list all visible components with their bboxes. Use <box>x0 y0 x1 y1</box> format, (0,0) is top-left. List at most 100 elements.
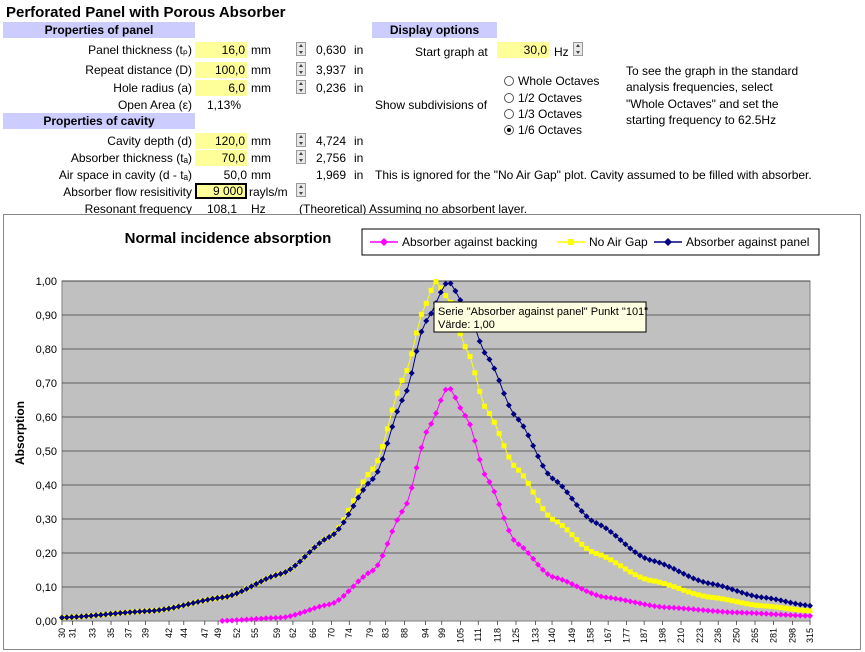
data-point[interactable] <box>802 602 809 609</box>
data-point[interactable] <box>680 605 687 612</box>
data-point[interactable] <box>433 279 439 285</box>
data-point[interactable] <box>753 610 760 617</box>
data-point[interactable] <box>719 583 726 590</box>
data-point[interactable] <box>715 595 721 601</box>
data-point[interactable] <box>467 421 473 428</box>
data-point[interactable] <box>277 570 284 577</box>
data-point[interactable] <box>641 555 648 562</box>
data-point[interactable] <box>369 476 376 483</box>
data-point[interactable] <box>515 541 522 548</box>
data-point[interactable] <box>457 331 463 337</box>
data-point[interactable] <box>287 613 294 620</box>
data-point[interactable] <box>477 388 483 394</box>
data-point[interactable] <box>501 515 507 522</box>
data-point[interactable] <box>404 368 410 374</box>
data-point[interactable] <box>714 582 721 589</box>
data-point[interactable] <box>369 567 376 574</box>
data-point[interactable] <box>627 569 633 575</box>
data-point[interactable] <box>807 602 813 609</box>
data-point[interactable] <box>598 552 604 558</box>
data-point[interactable] <box>481 349 488 356</box>
data-point[interactable] <box>394 408 401 415</box>
data-point[interactable] <box>607 594 614 601</box>
data-point[interactable] <box>583 588 590 595</box>
data-point[interactable] <box>540 506 546 512</box>
data-point[interactable] <box>486 411 492 417</box>
cavity-depth-spinner[interactable] <box>296 133 306 147</box>
data-point[interactable] <box>564 578 571 585</box>
data-point[interactable] <box>569 532 575 538</box>
data-point[interactable] <box>375 458 381 464</box>
data-point[interactable] <box>443 293 449 299</box>
data-point[interactable] <box>190 599 197 606</box>
radio-half-octaves[interactable] <box>504 93 514 103</box>
data-point[interactable] <box>258 578 265 585</box>
hole-radius-input[interactable]: 6,0 <box>195 80 247 96</box>
data-point[interactable] <box>564 527 570 533</box>
data-point[interactable] <box>656 559 663 566</box>
data-point[interactable] <box>637 552 643 559</box>
data-point[interactable] <box>224 617 231 624</box>
panel-thickness-input[interactable]: 16,0 <box>195 42 247 58</box>
data-point[interactable] <box>724 597 730 603</box>
data-point[interactable] <box>486 478 493 485</box>
data-point[interactable] <box>744 601 750 607</box>
data-point[interactable] <box>574 537 580 543</box>
data-point[interactable] <box>773 611 779 618</box>
data-point[interactable] <box>447 386 454 393</box>
data-point[interactable] <box>549 475 556 482</box>
data-point[interactable] <box>797 607 803 613</box>
data-point[interactable] <box>180 602 187 609</box>
panel-thickness-spinner[interactable] <box>296 42 306 56</box>
absorber-thickness-spinner[interactable] <box>296 150 306 164</box>
data-point[interactable] <box>360 487 367 494</box>
data-point[interactable] <box>613 560 619 566</box>
data-point[interactable] <box>365 480 371 487</box>
data-point[interactable] <box>603 554 609 560</box>
data-point[interactable] <box>709 608 716 615</box>
data-point[interactable] <box>122 609 129 616</box>
data-point[interactable] <box>637 574 643 580</box>
data-point[interactable] <box>719 608 726 615</box>
radio-third-octaves-label[interactable]: 1/3 Octaves <box>518 107 583 121</box>
data-point[interactable] <box>777 597 784 604</box>
data-point[interactable] <box>588 549 594 555</box>
data-point[interactable] <box>695 592 701 598</box>
data-point[interactable] <box>549 573 556 580</box>
data-point[interactable] <box>127 609 133 616</box>
data-point[interactable] <box>661 561 668 568</box>
data-point[interactable] <box>437 397 444 404</box>
data-point[interactable] <box>282 614 289 621</box>
chart-area[interactable]: Normal incidence absorption Absorption A… <box>3 214 861 650</box>
data-point[interactable] <box>292 611 299 618</box>
data-point[interactable] <box>671 584 677 590</box>
data-point[interactable] <box>78 613 85 620</box>
data-point[interactable] <box>748 610 755 617</box>
data-point[interactable] <box>749 602 755 608</box>
data-point[interactable] <box>360 479 366 485</box>
data-point[interactable] <box>355 494 362 501</box>
radio-whole-octaves-label[interactable]: Whole Octaves <box>518 74 600 88</box>
data-point[interactable] <box>501 443 507 449</box>
data-point[interactable] <box>374 562 381 569</box>
data-point[interactable] <box>243 616 250 623</box>
data-point[interactable] <box>535 453 541 460</box>
data-point[interactable] <box>418 311 424 317</box>
data-point[interactable] <box>224 593 231 600</box>
data-point[interactable] <box>622 597 629 604</box>
data-point[interactable] <box>632 572 638 578</box>
data-point[interactable] <box>748 592 755 599</box>
data-point[interactable] <box>238 588 245 595</box>
data-point[interactable] <box>437 289 444 296</box>
data-point[interactable] <box>248 583 255 590</box>
data-point[interactable] <box>195 598 201 605</box>
data-point[interactable] <box>743 609 750 616</box>
data-point[interactable] <box>306 606 313 613</box>
data-point[interactable] <box>593 520 600 527</box>
data-point[interactable] <box>467 353 473 359</box>
data-point[interactable] <box>608 557 614 563</box>
data-point[interactable] <box>646 556 653 563</box>
data-point[interactable] <box>306 549 313 556</box>
data-point[interactable] <box>671 565 677 572</box>
data-point[interactable] <box>607 528 614 535</box>
